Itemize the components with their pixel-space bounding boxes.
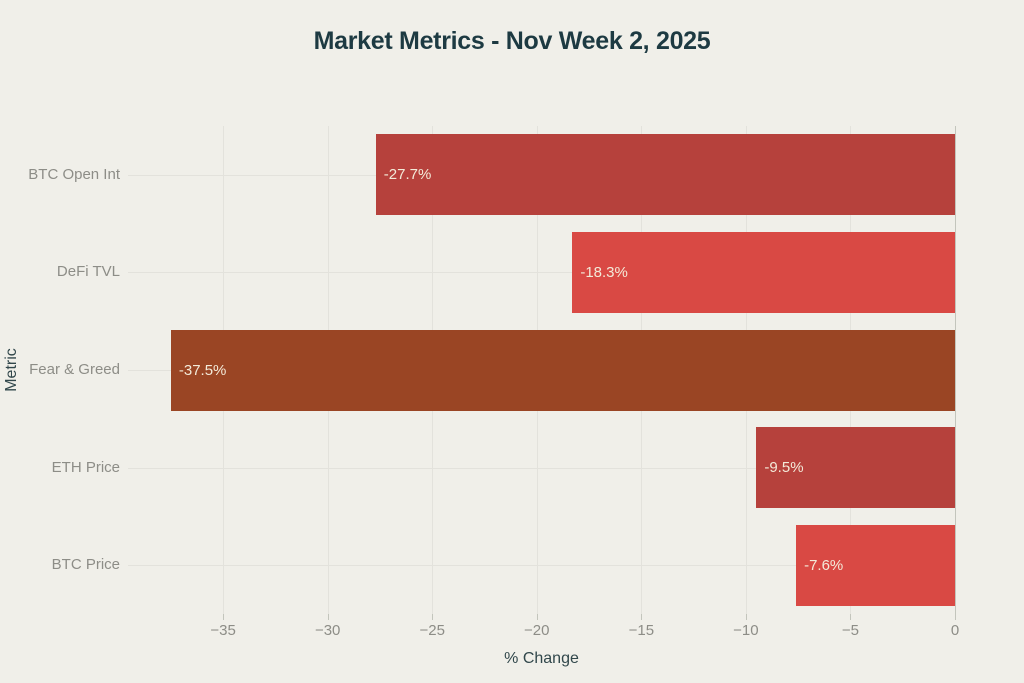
- category-label: DeFi TVL: [56, 263, 120, 281]
- x-tick-mark: [641, 614, 643, 620]
- x-tick-label: 0: [950, 622, 960, 639]
- chart-title: Market Metrics - Nov Week 2, 2025: [313, 27, 711, 55]
- x-tick-mark: [432, 614, 434, 620]
- bar-btc-open-int: -27.7%: [375, 134, 955, 216]
- bar-value-label: -7.6%: [804, 556, 844, 574]
- bar-eth-price: -9.5%: [756, 427, 955, 509]
- x-tick-mark: [223, 614, 225, 620]
- x-tick-label: −35: [210, 622, 236, 639]
- plot-area: -27.7% -18.3% -37.5% -9.5% -7.6%: [128, 126, 956, 614]
- x-tick-label: −20: [524, 622, 550, 639]
- x-tick-mark: [745, 614, 747, 620]
- category-label: ETH Price: [51, 458, 120, 476]
- bar-value-label: -18.3%: [580, 263, 628, 281]
- y-gridline: [128, 467, 955, 469]
- bar-value-label: -27.7%: [383, 166, 432, 184]
- category-label: BTC Open Int: [28, 165, 120, 183]
- x-tick-mark: [327, 614, 329, 620]
- bar-defi-tvl: -18.3%: [572, 231, 955, 313]
- y-gridline: [128, 272, 955, 274]
- y-gridline: [128, 565, 955, 567]
- zero-line: [955, 126, 956, 614]
- category-label: BTC Price: [51, 556, 120, 574]
- bar-value-label: -37.5%: [178, 361, 227, 379]
- x-tick-label: −25: [419, 622, 445, 639]
- x-tick-label: −10: [733, 622, 759, 639]
- x-tick-label: −5: [841, 622, 859, 639]
- x-tick-mark: [955, 614, 956, 620]
- x-tick-mark: [536, 614, 538, 620]
- bar-btc-price: -7.6%: [796, 524, 955, 606]
- bar-value-label: -9.5%: [764, 459, 804, 477]
- x-tick-label: −15: [628, 622, 655, 639]
- bar-fear-greed: -37.5%: [170, 329, 955, 411]
- x-axis-title: % Change: [504, 650, 579, 667]
- x-tick-mark: [850, 614, 852, 620]
- x-tick-label: −30: [314, 622, 341, 639]
- category-label: Fear & Greed: [29, 361, 120, 378]
- y-axis-title: Metric: [3, 348, 20, 392]
